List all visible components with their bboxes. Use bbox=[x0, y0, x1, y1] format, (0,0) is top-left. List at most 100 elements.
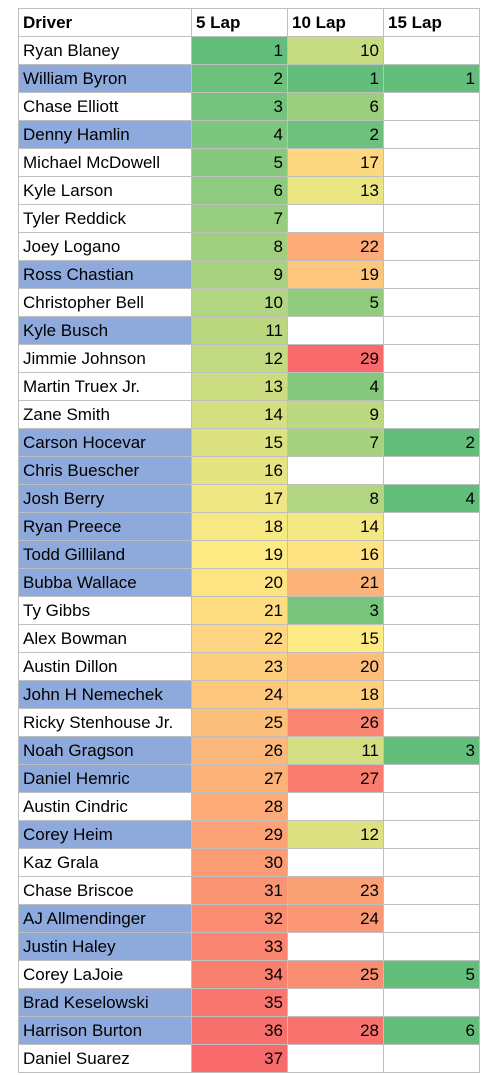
lap-10-cell[interactable]: 15 bbox=[287, 624, 384, 653]
driver-cell[interactable]: Ricky Stenhouse Jr. bbox=[18, 708, 192, 737]
lap-15-cell[interactable] bbox=[383, 316, 480, 345]
lap-15-cell[interactable] bbox=[383, 708, 480, 737]
driver-cell[interactable]: Austin Cindric bbox=[18, 792, 192, 821]
lap-15-cell[interactable] bbox=[383, 624, 480, 653]
lap-15-cell[interactable]: 6 bbox=[383, 1016, 480, 1045]
lap-5-cell[interactable]: 18 bbox=[191, 512, 288, 541]
lap-5-cell[interactable]: 19 bbox=[191, 540, 288, 569]
lap-10-cell[interactable]: 14 bbox=[287, 512, 384, 541]
lap-5-cell[interactable]: 4 bbox=[191, 120, 288, 149]
driver-cell[interactable]: Carson Hocevar bbox=[18, 428, 192, 457]
lap-5-cell[interactable]: 32 bbox=[191, 904, 288, 933]
lap-15-cell[interactable] bbox=[383, 456, 480, 485]
driver-cell[interactable]: Daniel Hemric bbox=[18, 764, 192, 793]
lap-15-cell[interactable] bbox=[383, 512, 480, 541]
lap-10-cell[interactable]: 5 bbox=[287, 288, 384, 317]
driver-cell[interactable]: Ross Chastian bbox=[18, 260, 192, 289]
header-5-lap[interactable]: 5 Lap bbox=[191, 8, 288, 37]
lap-10-cell[interactable]: 19 bbox=[287, 260, 384, 289]
driver-cell[interactable]: Kyle Larson bbox=[18, 176, 192, 205]
driver-cell[interactable]: Ryan Blaney bbox=[18, 36, 192, 65]
lap-5-cell[interactable]: 7 bbox=[191, 204, 288, 233]
lap-10-cell[interactable] bbox=[287, 988, 384, 1017]
lap-10-cell[interactable]: 24 bbox=[287, 904, 384, 933]
lap-5-cell[interactable]: 6 bbox=[191, 176, 288, 205]
driver-cell[interactable]: Martin Truex Jr. bbox=[18, 372, 192, 401]
driver-cell[interactable]: AJ Allmendinger bbox=[18, 904, 192, 933]
lap-10-cell[interactable]: 22 bbox=[287, 232, 384, 261]
driver-cell[interactable]: Michael McDowell bbox=[18, 148, 192, 177]
lap-10-cell[interactable]: 17 bbox=[287, 148, 384, 177]
lap-15-cell[interactable] bbox=[383, 848, 480, 877]
driver-cell[interactable]: Denny Hamlin bbox=[18, 120, 192, 149]
driver-cell[interactable]: Alex Bowman bbox=[18, 624, 192, 653]
lap-10-cell[interactable] bbox=[287, 204, 384, 233]
lap-5-cell[interactable]: 14 bbox=[191, 400, 288, 429]
lap-5-cell[interactable]: 27 bbox=[191, 764, 288, 793]
lap-10-cell[interactable]: 10 bbox=[287, 36, 384, 65]
lap-10-cell[interactable]: 28 bbox=[287, 1016, 384, 1045]
lap-5-cell[interactable]: 13 bbox=[191, 372, 288, 401]
lap-15-cell[interactable] bbox=[383, 652, 480, 681]
lap-15-cell[interactable] bbox=[383, 120, 480, 149]
driver-cell[interactable]: Corey Heim bbox=[18, 820, 192, 849]
lap-15-cell[interactable] bbox=[383, 820, 480, 849]
driver-cell[interactable]: Corey LaJoie bbox=[18, 960, 192, 989]
lap-15-cell[interactable] bbox=[383, 176, 480, 205]
lap-10-cell[interactable] bbox=[287, 792, 384, 821]
lap-5-cell[interactable]: 25 bbox=[191, 708, 288, 737]
lap-15-cell[interactable] bbox=[383, 400, 480, 429]
lap-10-cell[interactable]: 9 bbox=[287, 400, 384, 429]
lap-5-cell[interactable]: 28 bbox=[191, 792, 288, 821]
lap-5-cell[interactable]: 15 bbox=[191, 428, 288, 457]
driver-cell[interactable]: Austin Dillon bbox=[18, 652, 192, 681]
lap-15-cell[interactable] bbox=[383, 932, 480, 961]
driver-cell[interactable]: Chase Briscoe bbox=[18, 876, 192, 905]
lap-15-cell[interactable] bbox=[383, 596, 480, 625]
lap-10-cell[interactable]: 3 bbox=[287, 596, 384, 625]
lap-15-cell[interactable] bbox=[383, 1044, 480, 1073]
lap-15-cell[interactable] bbox=[383, 344, 480, 373]
lap-5-cell[interactable]: 36 bbox=[191, 1016, 288, 1045]
lap-15-cell[interactable] bbox=[383, 904, 480, 933]
lap-5-cell[interactable]: 26 bbox=[191, 736, 288, 765]
lap-15-cell[interactable] bbox=[383, 568, 480, 597]
lap-5-cell[interactable]: 24 bbox=[191, 680, 288, 709]
header-10-lap[interactable]: 10 Lap bbox=[287, 8, 384, 37]
lap-5-cell[interactable]: 17 bbox=[191, 484, 288, 513]
lap-10-cell[interactable]: 4 bbox=[287, 372, 384, 401]
lap-5-cell[interactable]: 30 bbox=[191, 848, 288, 877]
lap-15-cell[interactable] bbox=[383, 260, 480, 289]
driver-cell[interactable]: Chris Buescher bbox=[18, 456, 192, 485]
lap-15-cell[interactable]: 1 bbox=[383, 64, 480, 93]
lap-15-cell[interactable] bbox=[383, 36, 480, 65]
lap-5-cell[interactable]: 12 bbox=[191, 344, 288, 373]
lap-15-cell[interactable] bbox=[383, 232, 480, 261]
lap-10-cell[interactable] bbox=[287, 456, 384, 485]
lap-15-cell[interactable] bbox=[383, 988, 480, 1017]
lap-10-cell[interactable]: 13 bbox=[287, 176, 384, 205]
lap-15-cell[interactable]: 5 bbox=[383, 960, 480, 989]
lap-5-cell[interactable]: 29 bbox=[191, 820, 288, 849]
lap-15-cell[interactable] bbox=[383, 540, 480, 569]
lap-15-cell[interactable]: 3 bbox=[383, 736, 480, 765]
lap-15-cell[interactable] bbox=[383, 792, 480, 821]
lap-5-cell[interactable]: 3 bbox=[191, 92, 288, 121]
lap-10-cell[interactable]: 23 bbox=[287, 876, 384, 905]
driver-cell[interactable]: Justin Haley bbox=[18, 932, 192, 961]
lap-5-cell[interactable]: 23 bbox=[191, 652, 288, 681]
driver-cell[interactable]: Ryan Preece bbox=[18, 512, 192, 541]
lap-10-cell[interactable]: 8 bbox=[287, 484, 384, 513]
driver-cell[interactable]: Noah Gragson bbox=[18, 736, 192, 765]
lap-5-cell[interactable]: 22 bbox=[191, 624, 288, 653]
lap-15-cell[interactable] bbox=[383, 92, 480, 121]
lap-5-cell[interactable]: 1 bbox=[191, 36, 288, 65]
lap-10-cell[interactable]: 25 bbox=[287, 960, 384, 989]
lap-5-cell[interactable]: 2 bbox=[191, 64, 288, 93]
driver-cell[interactable]: Harrison Burton bbox=[18, 1016, 192, 1045]
lap-15-cell[interactable] bbox=[383, 680, 480, 709]
driver-cell[interactable]: Kyle Busch bbox=[18, 316, 192, 345]
lap-15-cell[interactable] bbox=[383, 876, 480, 905]
lap-15-cell[interactable] bbox=[383, 764, 480, 793]
lap-10-cell[interactable]: 21 bbox=[287, 568, 384, 597]
